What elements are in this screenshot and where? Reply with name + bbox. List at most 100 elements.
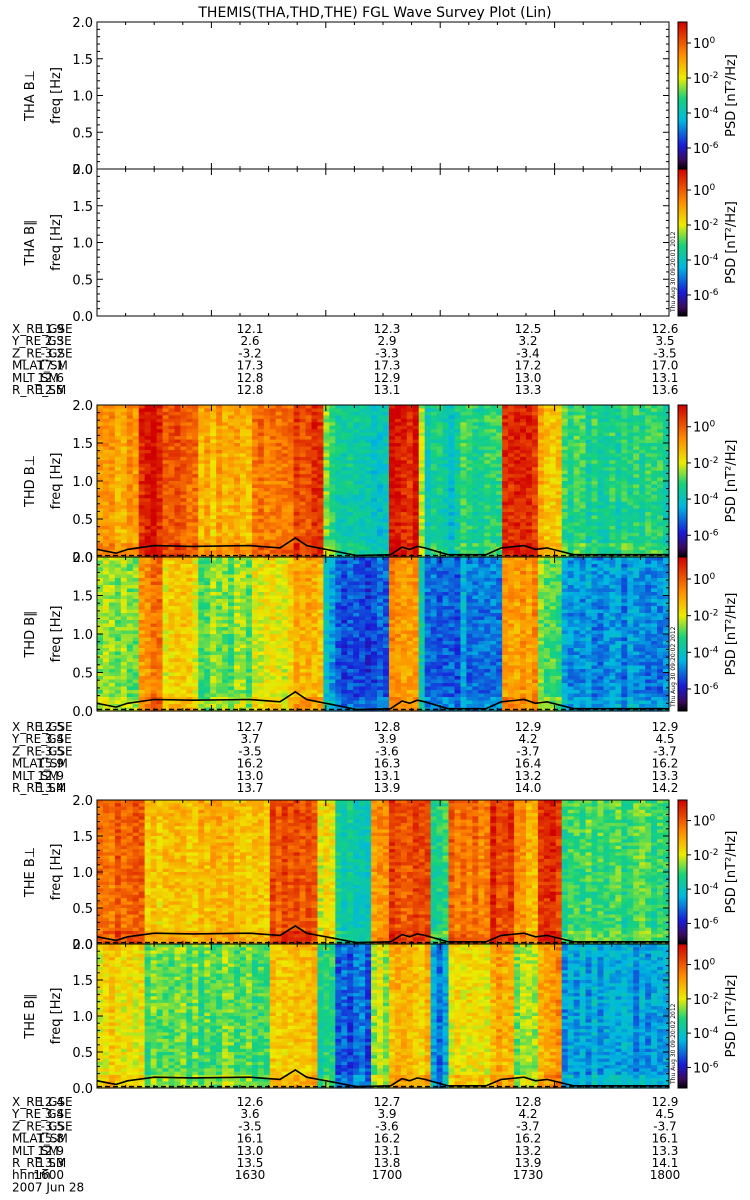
spectrogram-cell [657,539,664,544]
spectrogram-cell [168,616,176,621]
spectrogram-cell [228,522,235,527]
spectrogram-cell [257,519,265,524]
spectrogram-cell [514,429,521,434]
spectrogram-cell [549,494,557,499]
spectrogram-cell [132,425,140,430]
spectrogram-cell [114,585,122,590]
spectrogram-cell [132,578,140,583]
spectrogram-cell [561,536,569,541]
spectrogram-cell [317,519,325,524]
spectrogram-cell [198,609,205,614]
spectrogram-cell [651,456,658,461]
spectrogram-cell [484,425,491,430]
spectrogram-cell [591,532,599,537]
spectrogram-cell [126,494,134,499]
spectrogram-cell [663,512,670,517]
spectrogram-cell [102,571,110,576]
spectrogram-cell [97,620,104,625]
spectrogram-cell [400,505,408,510]
spectrogram-cell [323,443,330,448]
spectrogram-cell [138,616,146,621]
spectrogram-cell [621,522,628,527]
spectrogram-cell [591,536,599,541]
spectrogram-cell [341,467,348,472]
spectrogram-cell [120,439,128,444]
spectrogram-cell [281,446,289,451]
spectrogram-cell [663,498,670,503]
spectrogram-cell [287,436,295,441]
spectrogram-cell [281,487,289,492]
spectrogram-cell [198,408,205,413]
spectrogram-cell [138,449,146,454]
spectrogram-cell [436,512,444,517]
spectrogram-cell [400,532,408,537]
spectrogram-cell [293,411,301,416]
spectrogram-cell [394,405,402,410]
spectrogram-cell [120,574,128,579]
spectrogram-cell [549,539,557,544]
spectrogram-cell [329,508,336,513]
spectrogram-cell [502,491,509,496]
spectrogram-cell [192,543,199,548]
spectrogram-cell [97,623,104,628]
spectrogram-cell [549,522,557,527]
spectrogram-cell [245,505,253,510]
spectrogram-cell [502,522,509,527]
spectrogram-cell [222,474,229,479]
spectrogram-cell [144,662,152,667]
spectrogram-cell [138,501,146,506]
spectrogram-cell [508,425,515,430]
spectrogram-cell [603,453,611,458]
spectrogram-cell [156,648,164,653]
spectrogram-cell [126,449,134,454]
spectrogram-cell [514,405,521,410]
spectrogram-cell [657,425,664,430]
spectrogram-cell [365,522,372,527]
spectrogram-cell [466,460,473,465]
spectrogram-cell [108,477,116,482]
spectrogram-cell [484,487,491,492]
spectrogram-cell [198,630,205,635]
spectrogram-cell [192,574,199,579]
spectrogram-cell [394,415,402,420]
spectrogram-cell [263,429,271,434]
spectrogram-cell [365,539,372,544]
spectrogram-cell [365,529,372,534]
spectrogram-cell [531,539,539,544]
spectrogram-cell [597,425,605,430]
spectrogram-cell [198,560,205,565]
spectrogram-cell [645,467,652,472]
spectrogram-cell [335,498,342,503]
spectrogram-cell [299,425,307,430]
spectrogram-cell [180,686,187,691]
spectrogram-cell [210,411,217,416]
spectrogram-cell [621,536,628,541]
spectrogram-cell [192,672,199,677]
spectrogram-cell [454,460,462,465]
spectrogram-cell [228,408,235,413]
spectrogram-cell [138,467,146,472]
spectrogram-cell [108,425,116,430]
spectrogram-cell [645,536,652,541]
spectrogram-cell [526,546,533,551]
spectrogram-cell [347,432,354,437]
spectrogram-cell [204,474,211,479]
spectrogram-cell [430,467,438,472]
spectrogram-cell [579,415,587,420]
spectrogram-cell [371,515,378,520]
spectrogram-cell [287,494,295,499]
spectrogram-cell [359,546,366,551]
spectrogram-cell [192,525,199,530]
spectrogram-cell [365,494,372,499]
spectrogram-cell [591,487,599,492]
spectrogram-cell [543,422,551,427]
spectrogram-cell [520,443,527,448]
spectrogram-cell [120,446,128,451]
spectrogram-cell [120,686,128,691]
spectrogram-cell [657,484,664,489]
spectrogram-cell [245,494,253,499]
spectrogram-cell [222,481,229,486]
spectrogram-cell [114,574,122,579]
spectrogram-cell [627,467,634,472]
spectrogram-cell [108,515,116,520]
